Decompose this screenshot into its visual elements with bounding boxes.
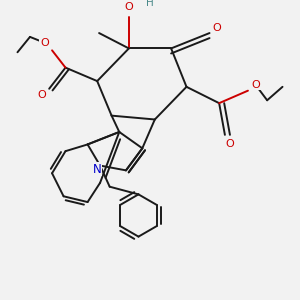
Text: N: N [93, 163, 102, 176]
Text: O: O [37, 91, 46, 100]
Text: O: O [40, 38, 49, 48]
Text: O: O [213, 23, 222, 33]
Text: H: H [146, 0, 154, 8]
Text: O: O [225, 140, 234, 149]
Text: O: O [251, 80, 260, 90]
Text: O: O [124, 2, 133, 12]
